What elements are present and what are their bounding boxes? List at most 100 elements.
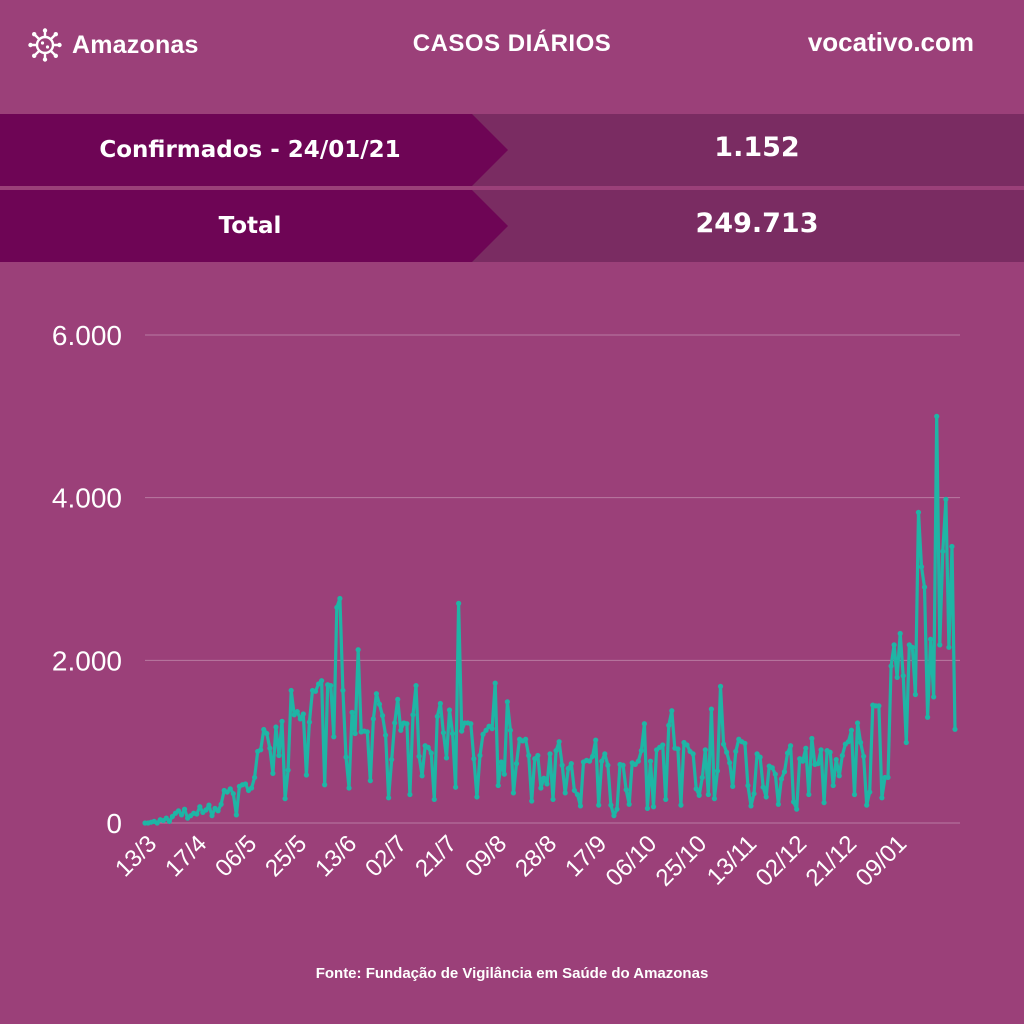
data-point bbox=[815, 761, 821, 767]
data-point bbox=[559, 762, 565, 768]
data-point bbox=[513, 761, 520, 767]
data-point bbox=[867, 789, 873, 795]
data-point bbox=[483, 727, 489, 733]
data-point bbox=[273, 724, 279, 730]
data-point bbox=[690, 751, 696, 757]
data-point bbox=[507, 727, 514, 733]
data-point bbox=[373, 691, 380, 697]
x-tick-label: 02/7 bbox=[360, 830, 412, 882]
data-point bbox=[443, 755, 450, 761]
data-point bbox=[918, 564, 925, 570]
data-point bbox=[928, 636, 934, 642]
data-point bbox=[787, 743, 794, 749]
data-point bbox=[647, 758, 654, 764]
data-point bbox=[839, 752, 845, 759]
data-point bbox=[294, 708, 300, 715]
data-point bbox=[757, 754, 763, 760]
data-point bbox=[453, 784, 459, 790]
data-point bbox=[772, 771, 778, 777]
data-point bbox=[864, 802, 870, 808]
x-tick-label: 25/10 bbox=[651, 830, 713, 892]
data-point bbox=[477, 752, 483, 759]
x-tick-label: 21/7 bbox=[410, 830, 462, 882]
data-point bbox=[474, 794, 480, 800]
data-point bbox=[684, 742, 690, 748]
data-point bbox=[285, 767, 291, 773]
confirmed-label-banner: Confirmados - 24/01/21 bbox=[0, 114, 510, 186]
virus-icon bbox=[28, 28, 62, 62]
data-point bbox=[577, 803, 584, 809]
data-point bbox=[166, 818, 172, 824]
data-point bbox=[593, 737, 599, 743]
data-point bbox=[419, 773, 425, 779]
data-point bbox=[781, 769, 788, 775]
data-point bbox=[315, 681, 322, 687]
data-point bbox=[523, 736, 529, 742]
data-point bbox=[745, 782, 751, 789]
header: Amazonas CASOS DIÁRIOS vocativo.com bbox=[0, 0, 1024, 90]
data-point bbox=[407, 791, 413, 798]
data-point bbox=[319, 678, 325, 684]
data-point bbox=[456, 600, 462, 606]
data-point bbox=[504, 699, 510, 705]
y-tick-label: 4.000 bbox=[52, 483, 122, 514]
data-point bbox=[340, 687, 346, 694]
data-point bbox=[909, 644, 915, 650]
data-point bbox=[224, 789, 230, 795]
data-point bbox=[169, 813, 176, 820]
data-point bbox=[833, 756, 839, 763]
data-point bbox=[720, 741, 727, 747]
data-point bbox=[800, 758, 806, 764]
data-point bbox=[297, 716, 303, 722]
data-point bbox=[376, 701, 383, 707]
data-point bbox=[440, 730, 447, 736]
data-point bbox=[279, 718, 285, 724]
data-point bbox=[574, 791, 581, 798]
data-point bbox=[364, 729, 370, 735]
data-point bbox=[352, 730, 358, 737]
data-point bbox=[605, 762, 611, 768]
data-point bbox=[410, 712, 416, 718]
data-point bbox=[382, 732, 389, 738]
data-point bbox=[724, 749, 730, 755]
data-point bbox=[209, 813, 215, 819]
total-label: Total bbox=[218, 213, 282, 239]
data-point bbox=[666, 722, 672, 728]
data-point bbox=[535, 752, 541, 759]
x-tick-label: 06/5 bbox=[210, 830, 262, 882]
data-point bbox=[181, 806, 188, 812]
data-point bbox=[334, 604, 340, 611]
data-point bbox=[717, 683, 724, 689]
data-point bbox=[349, 709, 355, 715]
data-point bbox=[322, 782, 328, 788]
data-point bbox=[267, 745, 273, 751]
data-point bbox=[510, 790, 517, 796]
x-tick-label: 06/10 bbox=[601, 830, 663, 892]
data-point bbox=[370, 716, 376, 722]
data-point bbox=[227, 786, 233, 792]
data-point bbox=[498, 759, 504, 765]
data-point bbox=[386, 795, 392, 801]
data-point bbox=[389, 756, 395, 763]
data-point bbox=[937, 642, 943, 648]
data-point bbox=[264, 730, 270, 737]
data-point bbox=[154, 820, 160, 826]
data-point bbox=[641, 721, 647, 727]
data-point bbox=[586, 758, 593, 764]
data-point bbox=[218, 801, 224, 807]
data-point bbox=[303, 772, 309, 778]
data-point bbox=[848, 727, 855, 733]
data-point bbox=[404, 721, 410, 727]
data-point bbox=[446, 707, 453, 713]
data-point bbox=[526, 752, 532, 759]
data-point bbox=[675, 746, 681, 752]
data-point bbox=[851, 791, 858, 798]
data-point bbox=[794, 806, 800, 812]
data-point bbox=[282, 796, 288, 802]
data-point bbox=[252, 774, 258, 781]
series-line bbox=[145, 414, 957, 825]
y-tick-label: 0 bbox=[106, 808, 122, 839]
data-point bbox=[900, 673, 906, 679]
data-point bbox=[480, 731, 486, 737]
data-point bbox=[395, 696, 401, 702]
